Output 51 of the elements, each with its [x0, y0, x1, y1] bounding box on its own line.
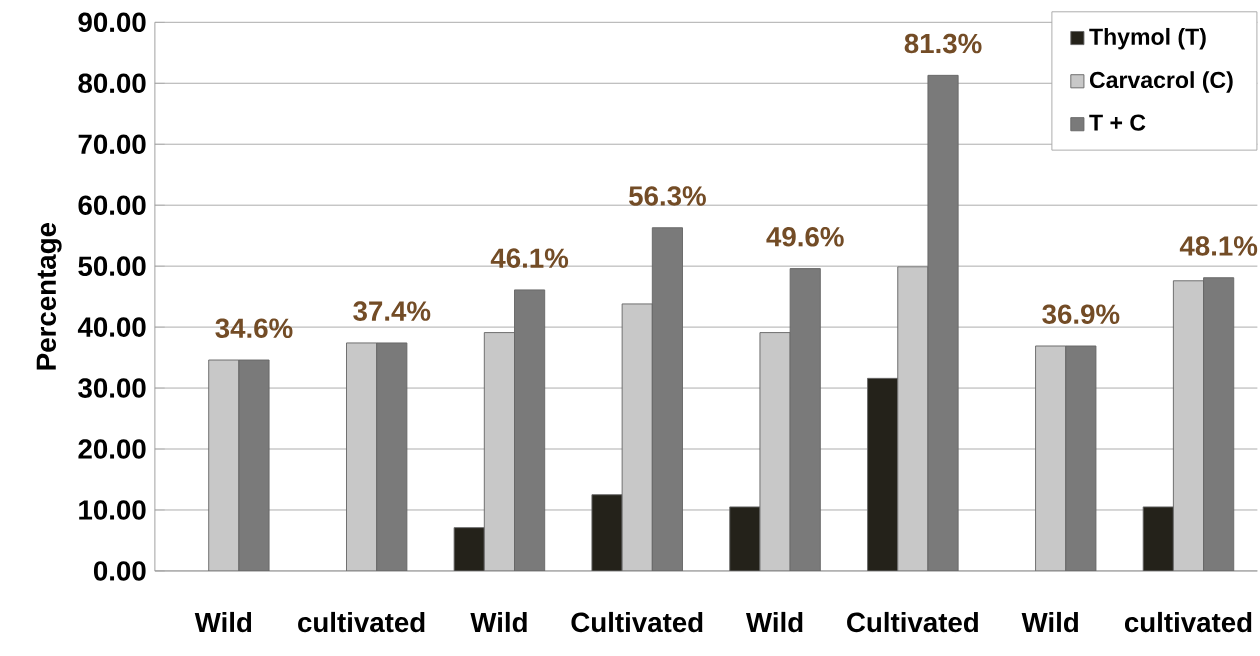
bar: [453, 527, 485, 571]
y-tick-label: 60.00: [78, 195, 146, 215]
y-tick-label: 50.00: [78, 256, 146, 276]
bar: [729, 506, 761, 571]
bar: [789, 268, 821, 571]
bar: [651, 227, 683, 571]
x-tick-label: Wild: [470, 611, 527, 633]
legend-label: Thymol (T): [1089, 27, 1206, 50]
bar: [1142, 506, 1174, 571]
bar: [346, 342, 378, 571]
data-label: 56.3%: [629, 186, 706, 206]
bar: [1203, 277, 1235, 571]
data-label: 49.6%: [766, 226, 844, 247]
y-tick-label: 90.00: [78, 12, 146, 32]
x-tick-label: Cultivated: [571, 611, 703, 633]
data-label: 36.9%: [1042, 304, 1120, 324]
x-tick-label: Cultivated: [847, 611, 978, 633]
bar: [514, 289, 546, 571]
x-tick-label: cultivated: [1124, 611, 1252, 633]
bar: [376, 342, 408, 571]
bar: [621, 303, 653, 571]
data-label: 46.1%: [490, 248, 569, 268]
bar: [867, 377, 899, 571]
y-tick-label: 10.00: [79, 500, 146, 520]
x-tick-label: Wild: [745, 611, 803, 633]
data-label: 37.4%: [353, 301, 431, 321]
bar: [1035, 345, 1067, 571]
bar: [1065, 345, 1097, 571]
x-tick-label: cultivated: [298, 611, 425, 633]
bar: [208, 359, 240, 571]
legend-label: T + C: [1089, 114, 1146, 131]
y-axis-title: Percentage: [36, 222, 62, 370]
data-label: 34.6%: [215, 318, 293, 338]
y-tick-label: 40.00: [77, 317, 146, 337]
bar: [238, 359, 270, 571]
y-tick-label: 70.00: [78, 134, 146, 154]
bar: [591, 494, 623, 571]
y-tick-label: 80.00: [78, 73, 146, 93]
x-tick-label: Wild: [194, 611, 252, 633]
data-label: 48.1%: [1179, 236, 1258, 256]
bar: [1172, 280, 1205, 571]
y-tick-label: 0.00: [93, 561, 146, 581]
y-tick-label: 30.00: [78, 378, 146, 398]
bar: [927, 74, 959, 571]
y-tick-label: 20.00: [78, 439, 146, 459]
bar: [483, 332, 515, 571]
bar: [897, 266, 929, 571]
bar: [759, 332, 791, 571]
data-label: 81.3%: [904, 33, 982, 54]
x-tick-label: Wild: [1021, 611, 1078, 633]
legend-label: Carvacrol (C): [1089, 71, 1233, 93]
